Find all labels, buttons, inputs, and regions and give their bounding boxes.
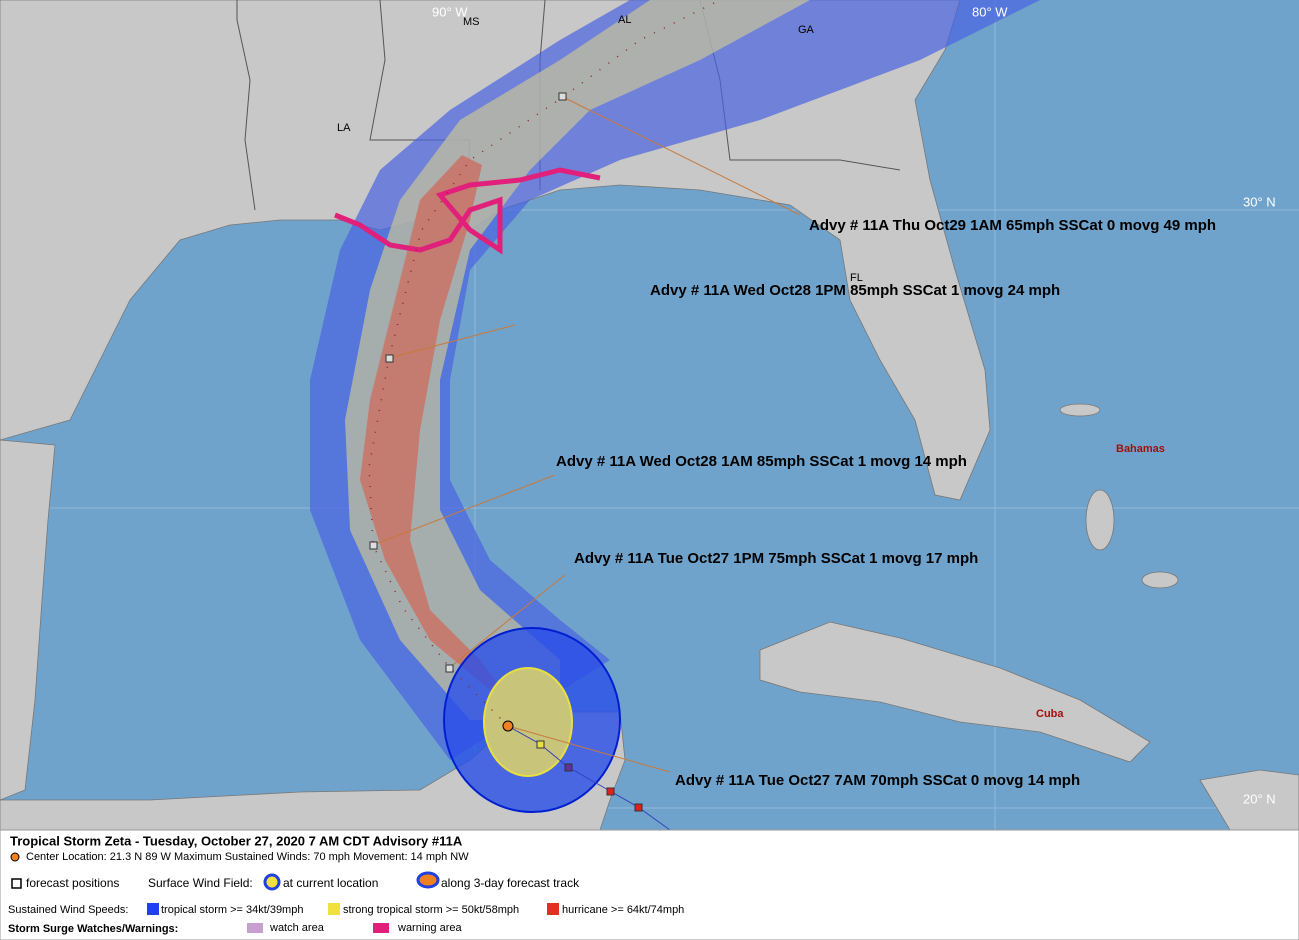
legend-title: Tropical Storm Zeta - Tuesday, October 2… [10, 833, 463, 848]
island [1085, 489, 1115, 551]
legend-icon [10, 852, 20, 862]
leader [562, 96, 801, 216]
forecast-position [558, 92, 567, 101]
track [368, 0, 721, 727]
legend-swatch [247, 923, 263, 933]
positions [369, 92, 643, 812]
legend-text: Sustained Wind Speeds: [8, 904, 128, 916]
legend-text: forecast positions [26, 876, 119, 890]
past-position [536, 740, 545, 749]
forecast-position [445, 664, 454, 673]
region-label: Cuba [1036, 708, 1064, 720]
legend-text: Surface Wind Field: [148, 876, 253, 890]
past-position [606, 787, 615, 796]
legend-swatch [547, 903, 559, 915]
legend-text: tropical storm >= 34kt/39mph [161, 904, 303, 916]
advisory-label: Advy # 11A Wed Oct28 1AM 85mph SSCat 1 m… [556, 453, 967, 470]
legend-text: Storm Surge Watches/Warnings: [8, 923, 178, 935]
advisory-label: Advy # 11A Wed Oct28 1PM 85mph SSCat 1 m… [650, 282, 1060, 299]
region-label: FL [850, 272, 863, 284]
leaders [372, 96, 801, 773]
legend-details: Center Location: 21.3 N 89 W Maximum Sus… [26, 851, 469, 863]
legend-text: along 3-day forecast track [441, 876, 580, 890]
region-label: AL [618, 14, 631, 26]
forecast-position [385, 354, 394, 363]
legend-icon [263, 873, 281, 891]
past-track [507, 725, 671, 831]
hispaniola [1199, 769, 1299, 831]
leader [448, 574, 566, 669]
advisory-label: Advy # 11A Thu Oct29 1AM 65mph SSCat 0 m… [809, 217, 1216, 234]
grid-label: 90° W [432, 4, 468, 19]
legend-text: hurricane >= 64kt/74mph [562, 904, 684, 916]
past-position [564, 763, 573, 772]
cuba [759, 621, 1151, 763]
legend-swatch [147, 903, 159, 915]
advisory-label: Advy # 11A Tue Oct27 1PM 75mph SSCat 1 m… [574, 550, 978, 567]
current-strong-field [483, 667, 573, 777]
current-center [502, 720, 514, 732]
region-label: GA [798, 24, 815, 36]
region-label: LA [337, 122, 351, 134]
forecast-position [369, 541, 378, 550]
region-label: Bahamas [1116, 443, 1165, 455]
legend-text: strong tropical storm >= 50kt/58mph [343, 904, 519, 916]
surge-warning [334, 167, 601, 255]
legend-icon [11, 878, 22, 889]
legend-swatch [328, 903, 340, 915]
grid-label: 30° N [1243, 194, 1276, 209]
grid-label: 80° W [972, 4, 1008, 19]
legend-icon [416, 871, 440, 889]
legend-text: warning area [397, 922, 462, 934]
region-label: MS [463, 16, 480, 28]
island [1141, 571, 1179, 589]
legend-text: watch area [269, 922, 325, 934]
mexico [0, 439, 56, 801]
legend-text: at current location [283, 876, 378, 890]
leader [372, 474, 556, 546]
grid-label: 20° N [1243, 791, 1276, 806]
legend [0, 829, 1299, 940]
border [236, 0, 256, 211]
past-position [634, 803, 643, 812]
island [1059, 403, 1101, 417]
legend-swatch [373, 923, 389, 933]
leader [388, 324, 516, 359]
hurricane-band [360, 155, 510, 700]
leader [507, 725, 671, 773]
advisory-label: Advy # 11A Tue Oct27 7AM 70mph SSCat 0 m… [675, 772, 1080, 789]
